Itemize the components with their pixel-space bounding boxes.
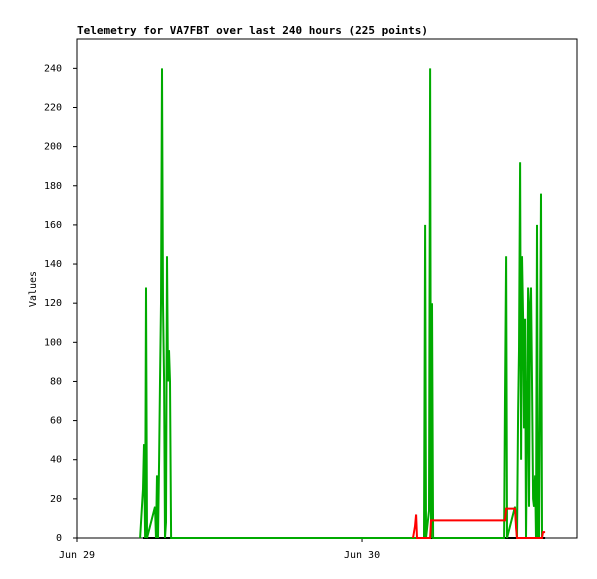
x-tick-label: Jun 29 [59,550,95,561]
plot-frame [76,38,578,539]
y-tick-label: 240 [44,63,62,74]
y-tick-label: 140 [44,259,62,270]
y-tick-label: 40 [50,455,62,466]
y-tick-label: 0 [56,533,62,544]
chart-title: Telemetry for VA7FBT over last 240 hours… [77,24,428,37]
y-tick-label: 100 [44,337,62,348]
x-tick-label: Jun 30 [344,550,380,561]
y-tick-label: 160 [44,220,62,231]
y-tick-label: 120 [44,298,62,309]
y-axis-label: Values [28,271,39,307]
y-tick-label: 220 [44,102,62,113]
y-tick-label: 80 [50,376,62,387]
y-tick-label: 180 [44,181,62,192]
series-line [139,68,543,539]
y-tick-label: 20 [50,494,62,505]
y-tick-label: 60 [50,416,62,427]
series-line [412,507,546,539]
y-tick-label: 200 [44,142,62,153]
